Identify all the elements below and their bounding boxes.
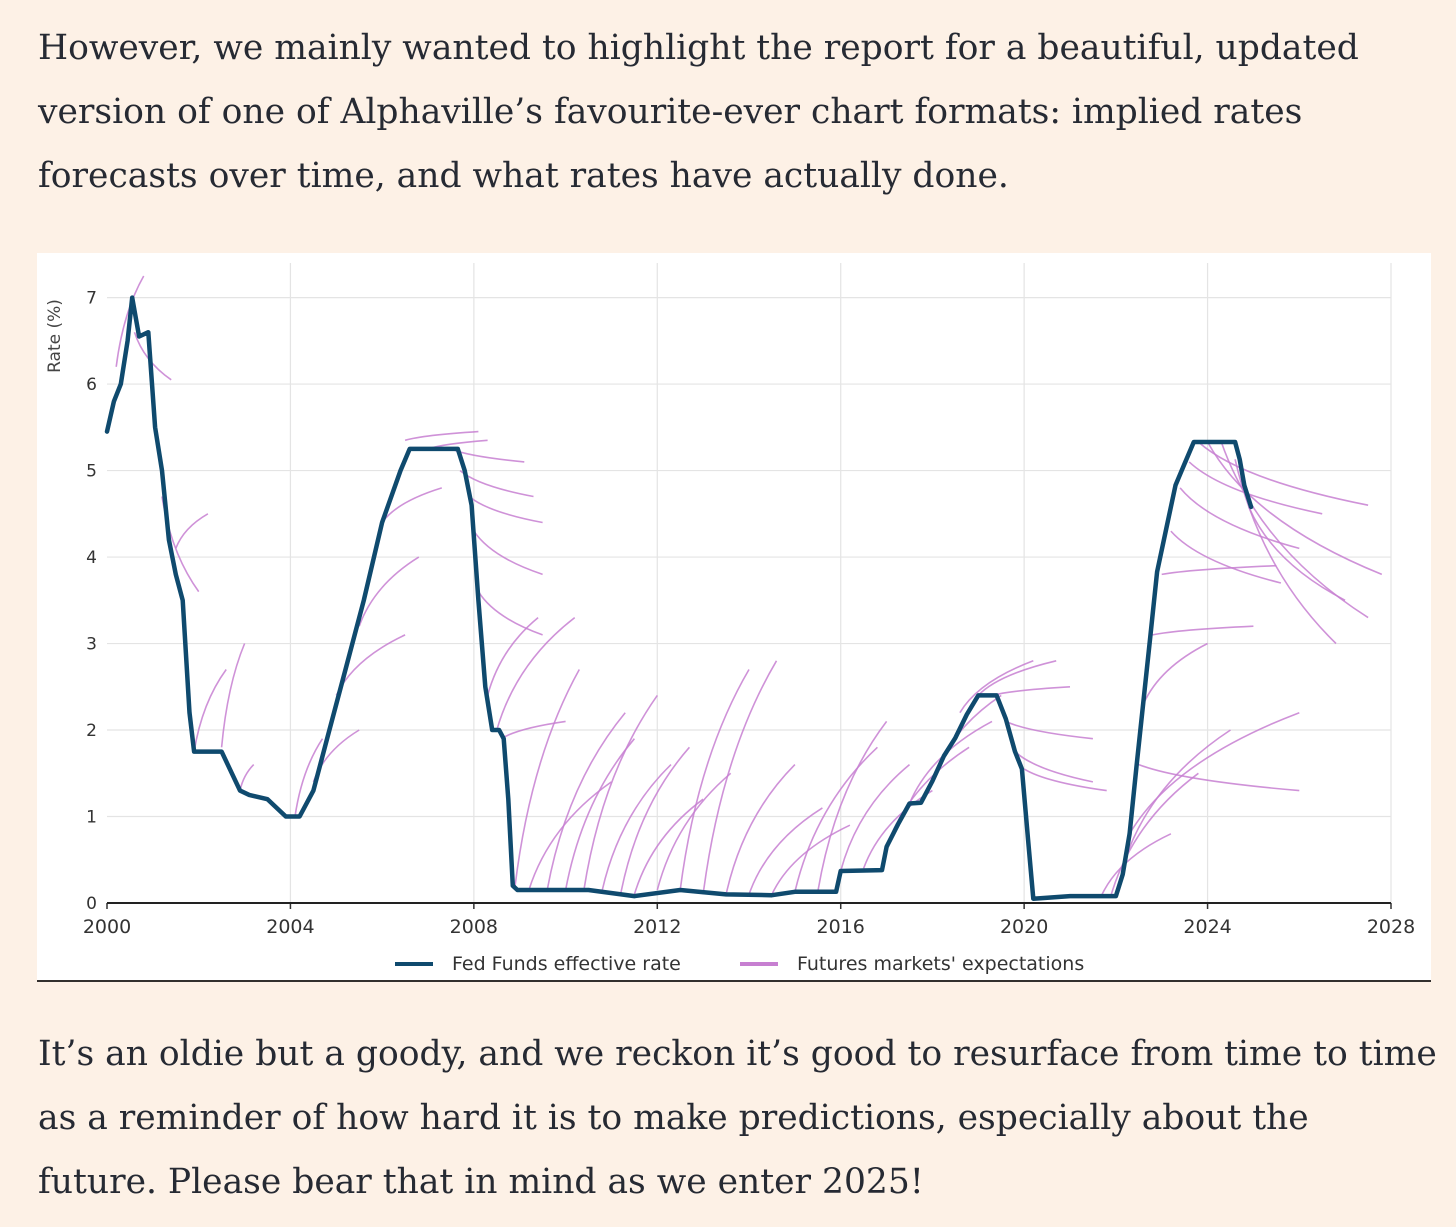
expectation-line <box>1220 441 1369 619</box>
closing-paragraph: It’s an oldie but a goody, and we reckon… <box>38 1034 1437 1202</box>
chart-legend: Fed Funds effective rate Futures markets… <box>395 953 1084 975</box>
expectation-line <box>931 694 1002 782</box>
expectation-line <box>473 530 543 576</box>
expectation-line <box>1138 763 1300 792</box>
legend-label-actual: Fed Funds effective rate <box>452 953 681 975</box>
expectation-line <box>748 807 823 895</box>
x-tick-label: 2028 <box>1367 916 1415 938</box>
expectation-line <box>908 720 993 804</box>
y-tick-label: 3 <box>86 635 97 655</box>
expectation-line <box>656 772 732 891</box>
expectation-line <box>1023 768 1107 792</box>
x-tick-label: 2000 <box>83 916 131 938</box>
rates-chart-figure: 0 1 2 3 4 5 6 7 2000 2004 2008 2012 2016 2020 2024 2028… <box>37 253 1431 982</box>
legend-label-expectations: Futures markets' expectations <box>797 953 1084 975</box>
expectation-line <box>1110 772 1199 895</box>
expectation-line <box>404 430 479 442</box>
expectation-line <box>1170 530 1282 584</box>
x-tick-label: 2012 <box>633 916 681 938</box>
expectation-line <box>1142 642 1208 705</box>
y-axis-label: Rate (%) <box>45 299 65 373</box>
expectation-line <box>633 798 704 895</box>
expectation-line <box>619 746 691 895</box>
expectation-line <box>885 746 970 848</box>
x-tick-label: 2024 <box>1183 916 1231 938</box>
expectation-line <box>1128 711 1300 835</box>
expectation-line <box>977 660 1057 696</box>
expectation-line <box>601 764 672 891</box>
expectation-line <box>1248 506 1346 602</box>
expectation-line <box>496 616 576 731</box>
expectation-line <box>702 660 778 895</box>
expectation-line <box>794 746 878 892</box>
x-tick-label: 2004 <box>266 916 314 938</box>
expectation-line <box>1197 441 1369 506</box>
expectation-line <box>1161 564 1277 576</box>
fed-funds-line-group <box>104 295 1254 901</box>
y-tick-label: 5 <box>86 462 97 482</box>
expectation-line <box>115 275 145 367</box>
expectation-line <box>294 738 324 817</box>
y-tick-label: 2 <box>86 721 97 741</box>
expectation-line <box>1124 729 1231 861</box>
expectation-line <box>1179 487 1300 550</box>
expectation-line <box>477 591 543 636</box>
expectation-line <box>817 720 888 892</box>
expectation-line <box>468 495 543 524</box>
expectation-line <box>514 669 580 886</box>
expectation-line <box>193 669 227 752</box>
y-tick-label: 6 <box>86 375 97 395</box>
expectation-line <box>991 686 1071 697</box>
intro-paragraph: However, we mainly wanted to highlight t… <box>38 28 1359 196</box>
expectation-line <box>1014 751 1094 783</box>
expectation-line <box>528 781 612 891</box>
y-tick-label: 7 <box>86 289 97 309</box>
fed-funds-line <box>104 295 1254 901</box>
y-tick-label: 4 <box>86 548 97 568</box>
expectation-line <box>239 764 255 791</box>
expectation-line <box>583 694 658 891</box>
x-tick-label: 2016 <box>817 916 865 938</box>
expectation-line <box>564 738 636 891</box>
expectations-lines <box>115 275 1383 895</box>
rates-chart: 0 1 2 3 4 5 6 7 2000 2004 2008 2012 2016 2020 2024 2028… <box>45 263 1415 975</box>
expectation-line <box>1234 459 1337 645</box>
expectation-line <box>1101 833 1172 895</box>
expectation-line <box>1206 441 1383 576</box>
expectation-line <box>725 764 796 895</box>
y-tick-label: 0 <box>86 894 97 914</box>
expectation-line <box>175 513 209 549</box>
expectation-line <box>358 556 420 627</box>
expectation-line <box>839 763 911 872</box>
y-tick-label: 1 <box>86 808 97 828</box>
expectation-line <box>959 660 1034 714</box>
x-tick-label: 2008 <box>450 916 498 938</box>
expectation-line <box>1005 720 1093 740</box>
expectation-line <box>1152 625 1254 636</box>
expectation-line <box>771 824 851 895</box>
expectation-line <box>486 616 539 696</box>
expectation-line <box>220 643 246 748</box>
chart-gridlines <box>107 263 1392 903</box>
chart-axes: 0 1 2 3 4 5 6 7 2000 2004 2008 2012 2016 2020 2024 2028 <box>83 289 1415 938</box>
expectation-line <box>1188 461 1323 515</box>
expectation-line <box>546 712 626 891</box>
expectation-line <box>679 669 750 891</box>
x-tick-label: 2020 <box>1000 916 1048 938</box>
